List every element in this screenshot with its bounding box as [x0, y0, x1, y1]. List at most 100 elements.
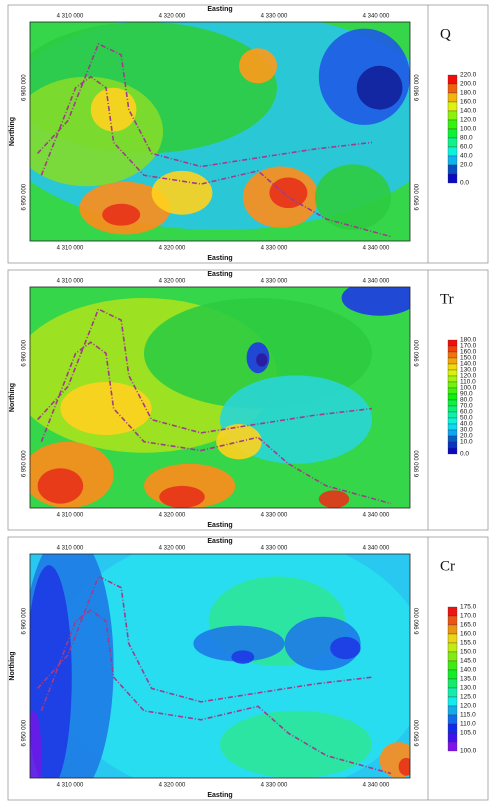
legend-swatch — [447, 687, 458, 698]
contour-zone — [269, 177, 308, 209]
legend-swatch — [447, 732, 458, 743]
legend-swatch — [447, 651, 458, 662]
legend-swatch — [447, 678, 458, 689]
easting-tick-bottom: 4 320 000 — [159, 783, 186, 789]
easting-tick-top: 4 340 000 — [363, 14, 390, 20]
easting-tick-bottom: 4 310 000 — [57, 513, 84, 519]
legend-swatch — [447, 714, 458, 725]
legend-label: 60.0 — [460, 144, 473, 151]
axis-label-top: Easting — [207, 6, 232, 13]
legend-swatch — [447, 441, 458, 449]
legend-swatch — [447, 669, 458, 680]
easting-tick-top: 4 330 000 — [261, 14, 288, 20]
legend-swatch — [447, 119, 458, 130]
easting-tick-top: 4 310 000 — [57, 546, 84, 552]
legend-label: 120.0 — [460, 117, 477, 124]
legend-swatch — [447, 447, 458, 455]
contour-zone — [30, 565, 72, 778]
easting-tick-top: 4 330 000 — [261, 546, 288, 552]
legend-label: 170.0 — [460, 613, 477, 620]
legend-swatch — [447, 399, 458, 407]
contour-zone — [37, 468, 84, 504]
legend-label: 145.0 — [460, 658, 477, 665]
panel-label: Tr — [440, 291, 454, 307]
legend-label: 110.0 — [460, 379, 476, 386]
easting-tick-bottom: 4 340 000 — [363, 513, 390, 519]
legend-label: 100.0 — [460, 748, 477, 755]
map — [30, 554, 410, 778]
legend-label: 115.0 — [460, 712, 476, 719]
easting-tick-bottom: 4 330 000 — [261, 246, 288, 252]
easting-tick-bottom: 4 320 000 — [159, 513, 186, 519]
legend-swatch — [447, 351, 458, 359]
panel-label: Cr — [440, 558, 455, 574]
legend-label: 100.0 — [460, 126, 477, 133]
easting-tick-bottom: 4 310 000 — [57, 783, 84, 789]
contour-zone — [231, 650, 255, 664]
axis-label-left: Northing — [9, 651, 16, 680]
axis-label-left: Northing — [9, 383, 16, 412]
legend-label: 160.0 — [460, 631, 477, 638]
legend-label: 155.0 — [460, 640, 477, 647]
axis-label-top: Easting — [207, 271, 232, 278]
legend-label: 0.0 — [460, 451, 469, 458]
legend-label: 130.0 — [460, 367, 477, 374]
legend-label: 40.0 — [460, 153, 473, 160]
contour-zone — [341, 287, 410, 316]
river — [40, 609, 392, 775]
legend-label: 110.0 — [460, 721, 476, 728]
contour-zone — [318, 490, 350, 508]
legend-label: 150.0 — [460, 355, 477, 362]
northing-tick-right: 6 950 000 — [415, 719, 421, 746]
easting-tick-bottom: 4 340 000 — [363, 246, 390, 252]
easting-tick-top: 4 320 000 — [159, 14, 186, 20]
legend-swatch — [447, 357, 458, 365]
easting-tick-bottom: 4 320 000 — [159, 246, 186, 252]
map — [30, 22, 410, 241]
river — [40, 75, 392, 238]
legend-swatch — [447, 696, 458, 707]
easting-tick-top: 4 320 000 — [159, 279, 186, 285]
legend-label: 140.0 — [460, 108, 477, 115]
contour-zone — [60, 382, 152, 436]
contour-zone — [216, 424, 262, 460]
easting-tick-top: 4 320 000 — [159, 546, 186, 552]
legend-swatch — [447, 660, 458, 671]
easting-tick-bottom: 4 310 000 — [57, 246, 84, 252]
northing-tick-right: 6 950 000 — [415, 450, 421, 477]
northing-tick-left: 6 950 000 — [22, 450, 28, 477]
contour-zone — [151, 170, 213, 215]
legend-label: 140.0 — [460, 361, 477, 368]
easting-tick-bottom: 4 330 000 — [261, 513, 288, 519]
northing-tick-left: 6 950 000 — [22, 719, 28, 746]
legend-swatch — [447, 624, 458, 635]
axis-label-bottom: Easting — [207, 255, 232, 262]
northing-tick-left: 6 960 000 — [22, 74, 28, 101]
legend-label: 30.0 — [460, 427, 473, 434]
legend-swatch — [447, 411, 458, 419]
legend-label: 130.0 — [460, 685, 477, 692]
legend-swatch — [447, 345, 458, 353]
axis-label-left: Northing — [9, 117, 16, 146]
contour-zone — [102, 203, 141, 226]
legend-swatch — [447, 173, 458, 184]
legend-swatch — [447, 381, 458, 389]
easting-tick-top: 4 330 000 — [261, 279, 288, 285]
legend-label: 175.0 — [460, 604, 477, 611]
axis-label-bottom: Easting — [207, 792, 232, 799]
legend-label: 60.0 — [460, 409, 473, 416]
legend-swatch — [447, 393, 458, 401]
legend-swatch — [447, 642, 458, 653]
contour-zone — [356, 65, 403, 110]
easting-tick-top: 4 340 000 — [363, 279, 390, 285]
contour-zone — [315, 164, 391, 231]
legend-swatch — [447, 155, 458, 166]
legend-swatch — [447, 339, 458, 347]
map-border — [29, 553, 411, 779]
map-border — [29, 21, 411, 242]
legend-swatch — [447, 74, 458, 85]
easting-tick-top: 4 310 000 — [57, 279, 84, 285]
contour-zone — [239, 48, 277, 84]
contour-zone — [159, 485, 205, 508]
